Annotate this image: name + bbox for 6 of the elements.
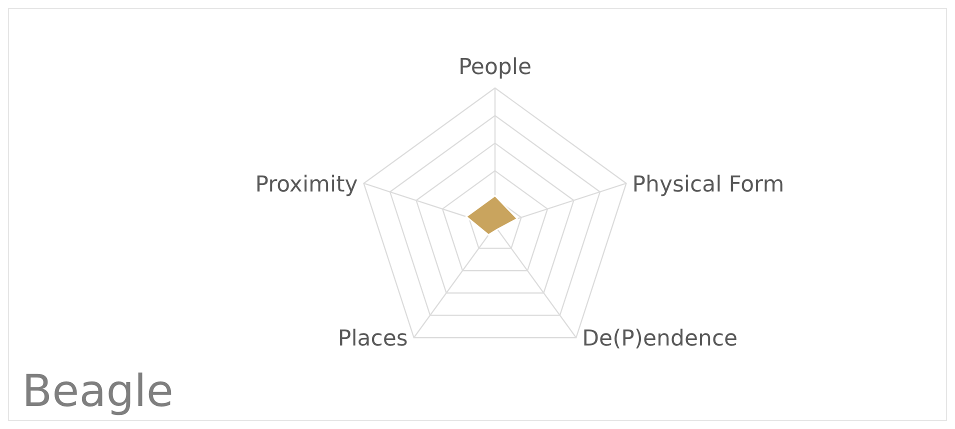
spoke-label: Places <box>338 326 408 352</box>
spoke-label: De(P)endence <box>582 326 738 352</box>
spoke-label: Physical Form <box>632 172 784 198</box>
spoke-label: Proximity <box>255 172 358 198</box>
text: Beagle <box>22 366 174 417</box>
spoke-label: People <box>458 55 532 80</box>
